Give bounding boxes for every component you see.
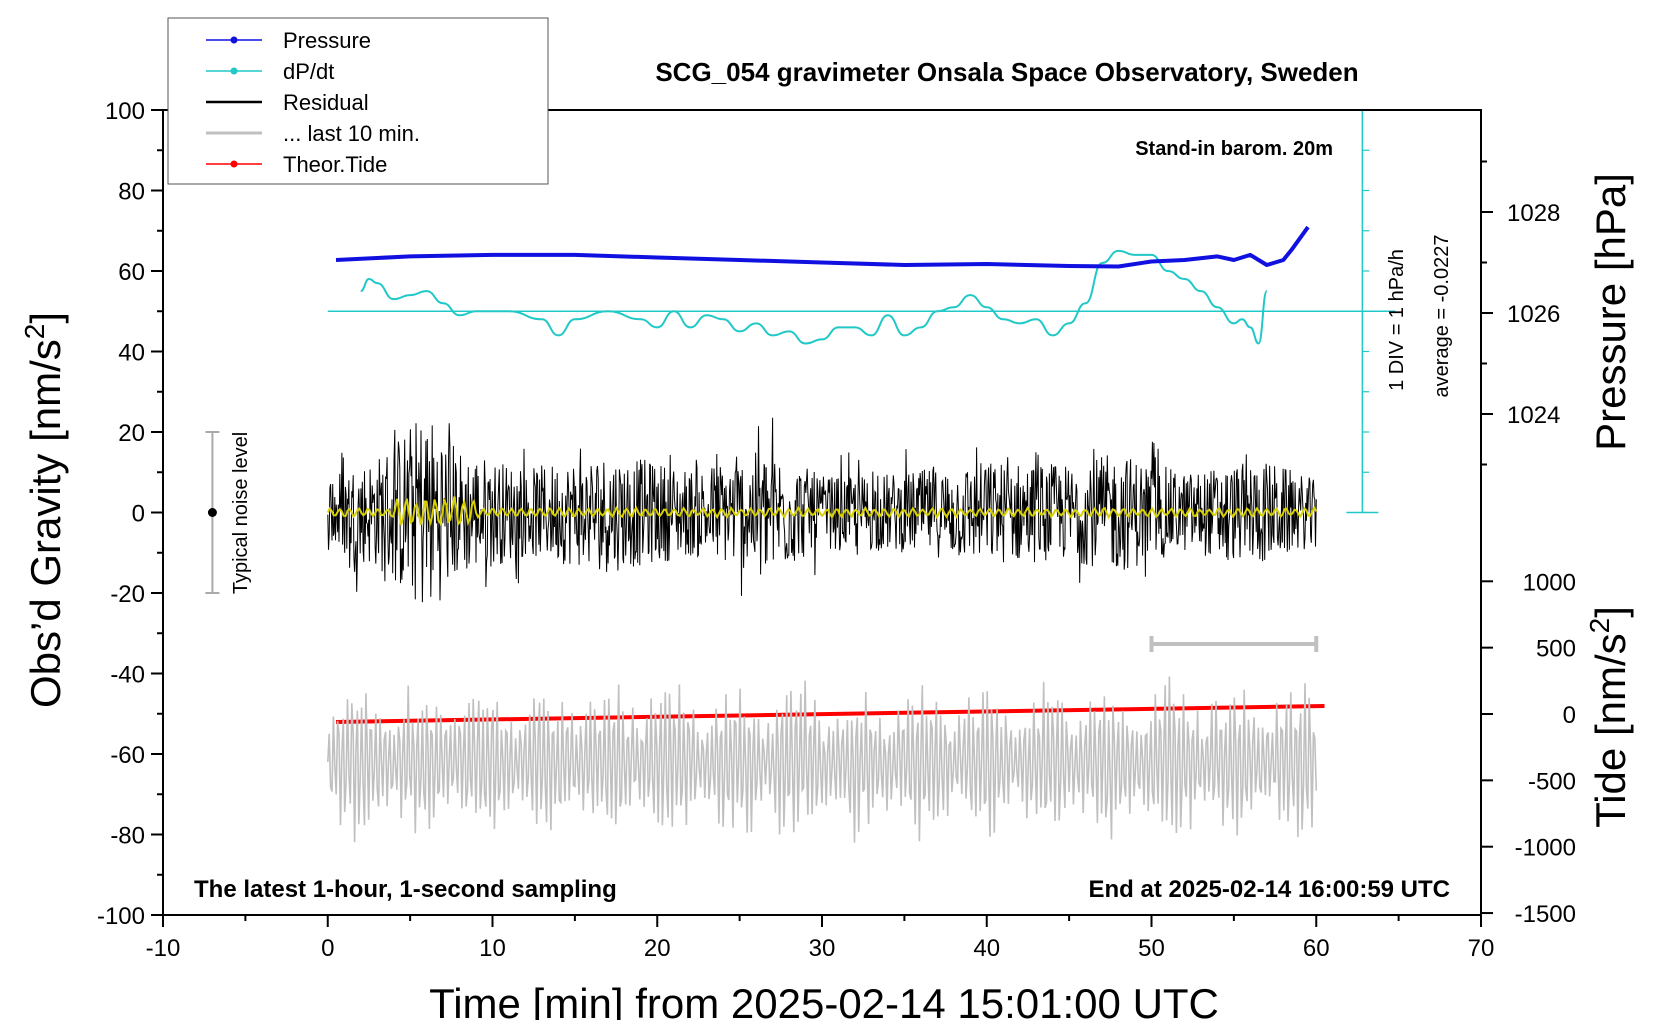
legend: Pressure dP/dt Residual ... last 10 min. The… <box>167 17 549 185</box>
tide-tick-label: -1000 <box>1515 835 1576 862</box>
y-tick-label: -20 <box>110 581 145 608</box>
residual-line <box>327 417 1317 603</box>
pressure-tick-label: 1024 <box>1507 402 1560 429</box>
y-tick-label: -100 <box>97 903 145 930</box>
y-axis-pressure-title: Pressure [hPa] <box>1587 173 1634 451</box>
smoothed-line <box>326 496 1318 527</box>
last-10min-line <box>327 676 1318 843</box>
pressure-line <box>335 225 1310 269</box>
div-scale-note: 1 DIV = 1 hPa/h <box>1386 249 1408 391</box>
legend-marker <box>230 160 238 168</box>
tide-tick-label: -1500 <box>1515 901 1576 928</box>
tide-tick-label: 500 <box>1536 636 1576 663</box>
tide-tick-label: 1000 <box>1523 569 1576 596</box>
x-tick-label: 0 <box>321 935 334 962</box>
pressure-tick-label: 1028 <box>1507 200 1560 227</box>
x-tick-label: 30 <box>809 935 836 962</box>
x-tick-label: 40 <box>973 935 1000 962</box>
legend-label: Residual <box>283 90 369 115</box>
legend-label: Theor.Tide <box>283 152 387 177</box>
tide-line <box>335 704 1325 724</box>
pressure-tick-label: 1026 <box>1507 301 1560 328</box>
legend-items: Pressure dP/dt Residual ... last 10 min. The… <box>206 28 420 177</box>
legend-marker <box>230 36 238 44</box>
legend-label: Pressure <box>283 28 371 53</box>
y-tick-label: -60 <box>110 742 145 769</box>
barometer-note: Stand-in barom. 20m <box>1135 138 1333 160</box>
tick-layer: -10 0 10 20 30 40 50 60 70100806040200-20-40-60-… <box>97 98 1576 962</box>
tide-title-close: ] <box>1587 606 1634 618</box>
x-tick-label: 20 <box>644 935 671 962</box>
legend-label: dP/dt <box>283 59 334 84</box>
tide-title-sup: 2 <box>1584 618 1615 634</box>
tide-tick-label: 0 <box>1563 702 1576 729</box>
x-tick-label: -10 <box>146 935 181 962</box>
x-tick-label: 60 <box>1303 935 1330 962</box>
y-tick-label: 80 <box>118 179 145 206</box>
noise-bar-dot <box>207 508 217 517</box>
legend-marker <box>230 67 238 75</box>
x-tick-label: 10 <box>479 935 506 962</box>
series-layer <box>205 109 1396 843</box>
y-tick-label: 60 <box>118 259 145 286</box>
tide-tick-label: -500 <box>1528 768 1576 795</box>
noise-label: Typical noise level <box>230 432 252 594</box>
y-tick-label: 40 <box>118 340 145 367</box>
y-left-title-main: Obs’d Gravity [nm/s <box>22 339 69 708</box>
y-tick-label: 20 <box>118 420 145 447</box>
y-tick-label: -40 <box>110 662 145 689</box>
legend-label: ... last 10 min. <box>283 121 420 146</box>
y-tick-label: 100 <box>105 98 145 125</box>
average-note: average = -0.0227 <box>1431 235 1453 398</box>
tide-title-main: Tide [nm/s <box>1587 633 1634 828</box>
y-tick-label: 0 <box>132 501 145 528</box>
x-tick-label: 50 <box>1138 935 1165 962</box>
y-axis-left-title: Obs’d Gravity [nm/s2] <box>19 312 69 708</box>
y-left-title-close: ] <box>22 312 69 324</box>
chart-title: SCG_054 gravimeter Onsala Space Observat… <box>655 57 1358 87</box>
footer-left: The latest 1-hour, 1-second sampling <box>194 876 617 903</box>
y-tick-label: -80 <box>110 823 145 850</box>
x-tick-label: 70 <box>1468 935 1495 962</box>
dpdt-line <box>360 249 1268 345</box>
y-left-title-sup: 2 <box>19 324 50 340</box>
footer-right: End at 2025-02-14 16:00:59 UTC <box>1089 876 1451 903</box>
y-axis-tide-title: Tide [nm/s2] <box>1584 606 1634 828</box>
x-axis-title: Time [min] from 2025-02-14 15:01:00 UTC <box>429 980 1219 1020</box>
